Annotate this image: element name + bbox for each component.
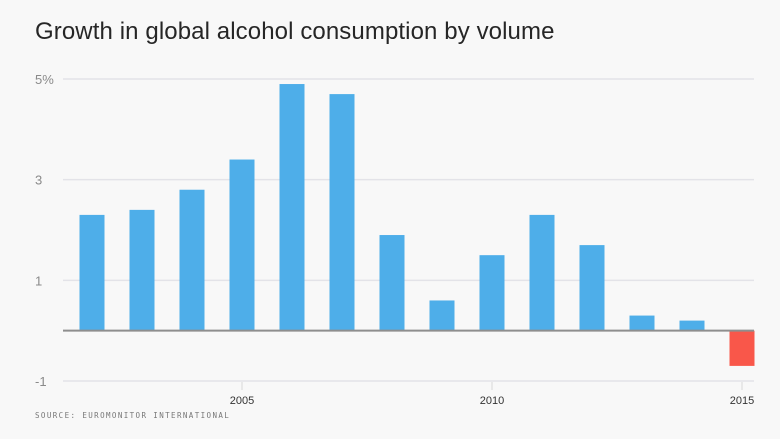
bars: [79, 84, 755, 366]
bar-2003: [129, 209, 155, 331]
y-tick-label: 5%: [35, 72, 54, 87]
bar-2015: [729, 330, 755, 366]
x-tick-label: 2005: [230, 395, 254, 407]
x-tick-label: 2015: [730, 395, 754, 407]
bar-2007: [329, 94, 355, 331]
bar-2008: [379, 235, 405, 331]
bar-2005: [229, 159, 255, 331]
bar-2009: [429, 300, 455, 331]
bar-2014: [679, 320, 705, 331]
y-tick-label: 3: [35, 173, 42, 188]
bar-2004: [179, 189, 205, 331]
gridlines: [63, 78, 754, 382]
bar-2011: [529, 214, 555, 331]
bar-2002: [79, 214, 105, 331]
y-tick-label: 1: [35, 273, 42, 288]
chart-title: Growth in global alcohol consumption by …: [35, 18, 555, 45]
x-tick-label: 2010: [480, 395, 504, 407]
source-note: SOURCE: EUROMONITOR INTERNATIONAL: [35, 411, 231, 420]
y-tick-label: -1: [35, 374, 47, 389]
bar-2010: [479, 255, 505, 331]
y-axis-ticks: 5% 3 1 -1: [35, 72, 54, 389]
bar-2006: [279, 84, 305, 331]
x-axis-ticks: 2005 2010 2015: [230, 382, 754, 407]
bar-2012: [579, 245, 605, 331]
bar-2013: [629, 315, 655, 331]
